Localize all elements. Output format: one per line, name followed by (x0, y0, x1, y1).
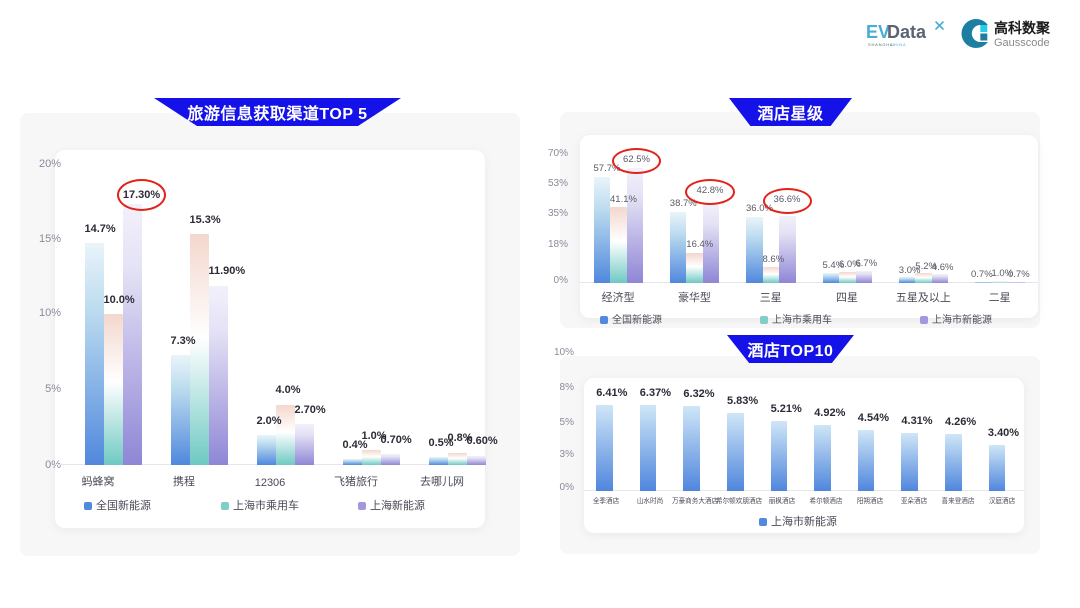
svg-text:高科数聚: 高科数聚 (994, 20, 1051, 36)
svg-text:CHINA: CHINA (890, 42, 906, 47)
svg-text:Gausscode: Gausscode (994, 37, 1050, 49)
svg-text:Data: Data (887, 22, 927, 42)
